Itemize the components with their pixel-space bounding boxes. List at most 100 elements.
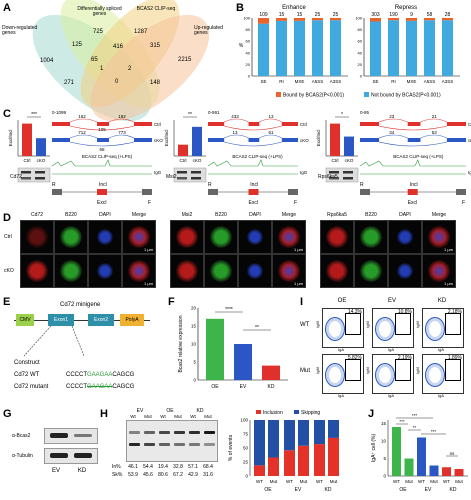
- x-tick: A3SS: [442, 79, 454, 84]
- x-axis-label: IgA: [438, 347, 445, 352]
- y-tick: 75: [243, 432, 249, 437]
- h-stacked-chart: Inclusion Skipping % of events 0 25 50 75 100 WT…: [228, 410, 339, 493]
- y-axis-label: % of events: [228, 434, 234, 461]
- gene-label: Msi2: [166, 174, 177, 180]
- x-axis-label: IgA: [338, 393, 345, 398]
- x-tick: Mut: [430, 479, 438, 484]
- track-exon: [208, 122, 225, 126]
- wt-sequence: CCCCTGAAGAACAGCG: [66, 372, 135, 378]
- junction-count: 162: [78, 114, 86, 119]
- venn-label-up: Up-regulated genes: [194, 25, 223, 36]
- cell-signal: [360, 226, 382, 248]
- microscopy-cell: [170, 220, 204, 254]
- y-tick: 100: [243, 16, 250, 21]
- y-tick: 80: [246, 27, 251, 32]
- flow-plot: 5.82%: [322, 354, 364, 394]
- venn-label-spliced: Differentially spliced genes: [77, 6, 122, 17]
- bar-total: 109: [259, 12, 268, 18]
- y-tick: 15: [381, 421, 387, 426]
- wt-label: Cd72 WT: [14, 372, 40, 378]
- bar: [429, 465, 439, 476]
- bar-not-bound: [312, 20, 323, 76]
- x-tick: WT: [256, 479, 263, 484]
- microscopy-cell: [238, 254, 272, 288]
- cell-signal: [60, 260, 82, 282]
- flow-gate: [345, 313, 361, 335]
- legend-inclusion: Inclusion: [263, 410, 283, 416]
- exon-box: [97, 189, 107, 195]
- exon-box: [208, 189, 218, 195]
- exon-box: [52, 189, 62, 195]
- microscopy-cell: [88, 254, 122, 288]
- merge-dapi: [281, 263, 297, 279]
- legend-bound: Bound by BCAS2(P<0.001): [283, 93, 344, 99]
- microscopy-cell: 1 μm: [422, 254, 456, 288]
- bar-inclusion: [254, 465, 265, 476]
- h-lane-label: Mut: [174, 414, 182, 419]
- bar-not-bound: [424, 20, 435, 76]
- cmv-box: CMV: [16, 314, 34, 326]
- exon-box: [360, 189, 370, 195]
- panel-label-h: H: [100, 408, 108, 420]
- cell-signal: [26, 226, 48, 248]
- bar: [454, 469, 464, 476]
- y-tick: 15: [191, 324, 197, 329]
- inclusion-band: [159, 431, 170, 434]
- junction-count: 61: [268, 130, 274, 135]
- track-exon: [446, 122, 466, 126]
- scale-bar: 1 μm: [444, 247, 453, 252]
- rt-pcr-gel: [126, 420, 218, 462]
- microscopy-cell: [320, 220, 354, 254]
- microscopy-cell: 1 μm: [122, 254, 156, 288]
- sk-value: 80.6: [158, 472, 168, 478]
- y-tick: 40: [358, 50, 363, 55]
- x-tick: WT: [286, 479, 293, 484]
- bar-total: 25: [315, 12, 321, 18]
- inclusion-band: [144, 431, 155, 434]
- in-value: 32.8: [173, 464, 183, 470]
- bar-inclusion: [284, 450, 295, 476]
- bar-cko: [344, 136, 354, 156]
- microscopy-cell: [20, 254, 54, 288]
- bar-bound: [370, 18, 381, 22]
- y-axis-label: IgM: [314, 367, 320, 374]
- bar-not-bound: [258, 23, 269, 76]
- primer-r: R: [360, 182, 364, 188]
- y-tick: 10: [381, 439, 387, 444]
- junction-arc: [420, 134, 448, 139]
- panel-label-c: C: [3, 108, 11, 120]
- h-group-label: OE: [166, 408, 174, 414]
- junction-arc: [379, 141, 447, 147]
- y-tick: 20: [191, 306, 197, 311]
- y-tick: 50: [243, 446, 249, 451]
- bar-total: 9: [410, 12, 413, 18]
- x-group: KD: [450, 487, 457, 493]
- x-group: OE: [399, 487, 407, 493]
- legend-swatch-skipping: [294, 410, 299, 414]
- cell-signal: [176, 260, 198, 282]
- sk-value: 45.6: [143, 472, 153, 478]
- polya-box: PolyA: [120, 314, 144, 326]
- minigene-title: Cd72 minigene: [60, 302, 101, 308]
- track-exon: [208, 138, 225, 142]
- flow-gate: [395, 359, 411, 381]
- bar-bound: [406, 18, 417, 21]
- d-col-header: Cd72: [31, 212, 43, 218]
- bar: [442, 467, 451, 476]
- range-label: 0-85: [360, 110, 370, 115]
- y-tick: 60: [246, 39, 251, 44]
- bar-inclusion: [268, 457, 279, 476]
- in-value: 19.4: [158, 464, 168, 470]
- flow-cluster: [325, 363, 345, 387]
- junction-count: 712: [78, 130, 86, 135]
- bar-bound: [424, 18, 435, 21]
- d-col-header: DAPI: [399, 212, 411, 218]
- junction-count: 68: [99, 147, 105, 152]
- cell-signal: [210, 226, 232, 248]
- h-lane-label: Wt: [130, 414, 136, 419]
- bar-total: 190: [389, 12, 398, 18]
- x-tick: A5SS: [424, 79, 436, 84]
- bar-bound: [388, 18, 399, 21]
- bar-bound: [276, 18, 287, 21]
